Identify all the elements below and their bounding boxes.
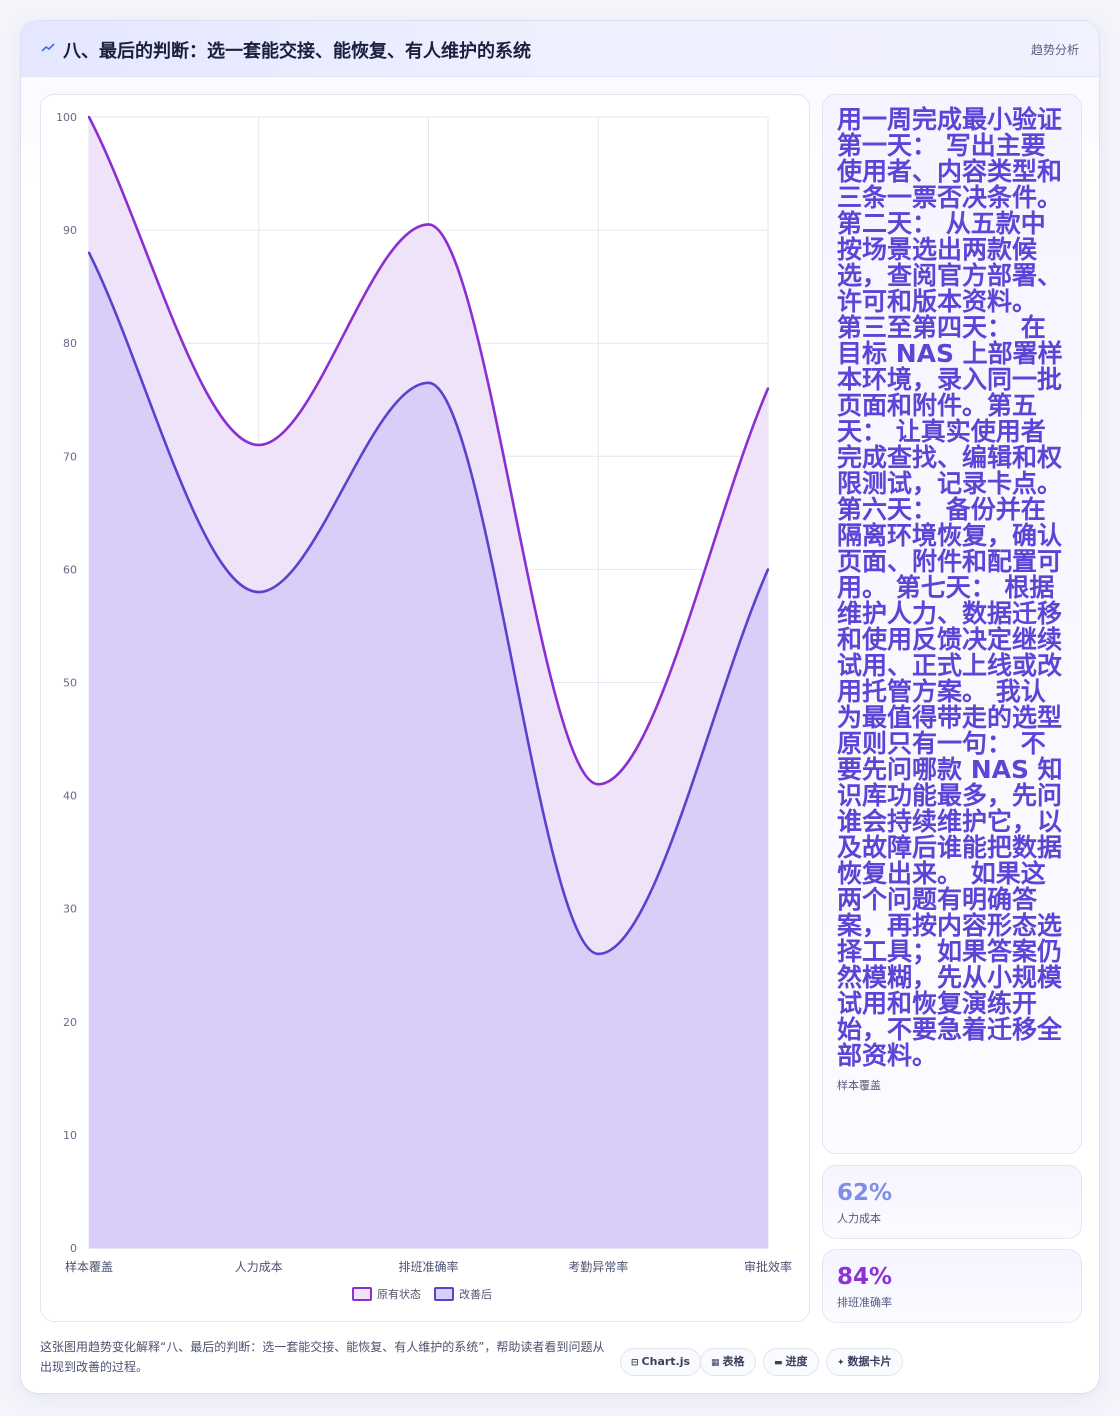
trend-line-icon <box>41 43 55 52</box>
area-chart: 0 10 20 30 40 50 60 70 80 90 100 样本覆盖 人力成本 排班准确率 考勤异常率… <box>56 111 792 1301</box>
x-tick-label: 审批效率 <box>744 1259 792 1274</box>
card-header: 八、最后的判断：选一套能交接、能恢复、有人维护的系统 趋势分析 <box>21 21 1099 77</box>
y-tick-label: 30 <box>63 903 77 916</box>
y-tick-label: 10 <box>63 1129 77 1142</box>
stat-label-2: 排班准确率 <box>837 1296 892 1309</box>
table-icon: ⊟ <box>631 1358 639 1368</box>
x-tick-label: 样本覆盖 <box>65 1259 113 1274</box>
header-tag: 趋势分析 <box>1030 43 1079 57</box>
summary-label: 样本覆盖 <box>837 1079 881 1092</box>
pill-chartjs[interactable]: ⊟ Chart.js <box>620 1348 702 1376</box>
summary-card: 用一周完成最小验证 第一天： 写出主要使用者、内容类型和三条一票否决条件。 第二… <box>822 94 1082 1154</box>
series-line-1 <box>87 252 770 956</box>
y-tick-label: 50 <box>63 677 77 690</box>
y-tick-label: 70 <box>63 450 77 463</box>
data-point <box>766 568 770 571</box>
x-tick-label: 人力成本 <box>235 1260 283 1274</box>
stat-label-1: 人力成本 <box>837 1212 881 1225</box>
stat-card-1: 62% 人力成本 <box>822 1165 1082 1239</box>
y-tick-label: 80 <box>63 337 77 350</box>
legend-swatch <box>352 1287 372 1301</box>
y-tick-label: 90 <box>63 224 77 237</box>
data-point <box>87 115 91 119</box>
y-tick-label: 60 <box>63 563 77 576</box>
pill-label: Chart.js <box>641 1355 691 1368</box>
pill-label: 数据卡片 <box>847 1355 892 1368</box>
chart-panel: 0 10 20 30 40 50 60 70 80 90 100 样本覆盖 人力成本 排班准确率 考勤异常率… <box>40 94 810 1322</box>
data-point <box>766 387 770 390</box>
data-point <box>427 223 430 226</box>
summary-text: 用一周完成最小验证 第一天： 写出主要使用者、内容类型和三条一票否决条件。 第二… <box>837 105 1063 1070</box>
stat-value-2: 84% <box>837 1264 893 1290</box>
data-point <box>257 590 260 594</box>
legend-label: 改善后 <box>459 1287 492 1301</box>
data-point <box>597 783 600 786</box>
grid-icon: ▦ <box>711 1358 720 1368</box>
pill-data-card[interactable]: ✦ 数据卡片 <box>826 1348 903 1376</box>
series-line-0 <box>87 116 770 786</box>
y-tick-label: 40 <box>63 790 77 803</box>
legend-label: 原有状态 <box>377 1287 421 1301</box>
stat-value-1: 62% <box>837 1180 893 1206</box>
pill-table[interactable]: ▦ 表格 <box>700 1348 756 1376</box>
progress-icon: ▬ <box>774 1358 783 1368</box>
data-point <box>597 952 600 956</box>
series-area-1 <box>89 252 768 1249</box>
pill-progress[interactable]: ▬ 进度 <box>763 1348 819 1376</box>
x-tick-label: 排班准确率 <box>398 1259 458 1274</box>
stat-card-2: 84% 排班准确率 <box>822 1249 1082 1323</box>
data-point <box>87 251 91 254</box>
x-tick-label: 考勤异常率 <box>568 1259 628 1274</box>
data-point <box>257 443 260 447</box>
sparkle-icon: ✦ <box>837 1358 845 1368</box>
y-tick-label: 20 <box>63 1016 77 1029</box>
page-title: 八、最后的判断：选一套能交接、能恢复、有人维护的系统 <box>63 41 531 62</box>
pill-label: 表格 <box>722 1355 745 1368</box>
y-tick-label: 100 <box>56 111 77 124</box>
y-tick-label: 0 <box>70 1242 77 1255</box>
main-card: 八、最后的判断：选一套能交接、能恢复、有人维护的系统 趋势分析 0 10 20 30 4… <box>20 20 1100 1394</box>
pill-label: 进度 <box>785 1355 808 1368</box>
data-point <box>427 381 430 384</box>
footer-note: 这张图用趋势变化解释“八、最后的判断：选一套能交接、能恢复、有人维护的系统”，帮… <box>40 1340 605 1374</box>
legend-swatch <box>434 1287 454 1301</box>
